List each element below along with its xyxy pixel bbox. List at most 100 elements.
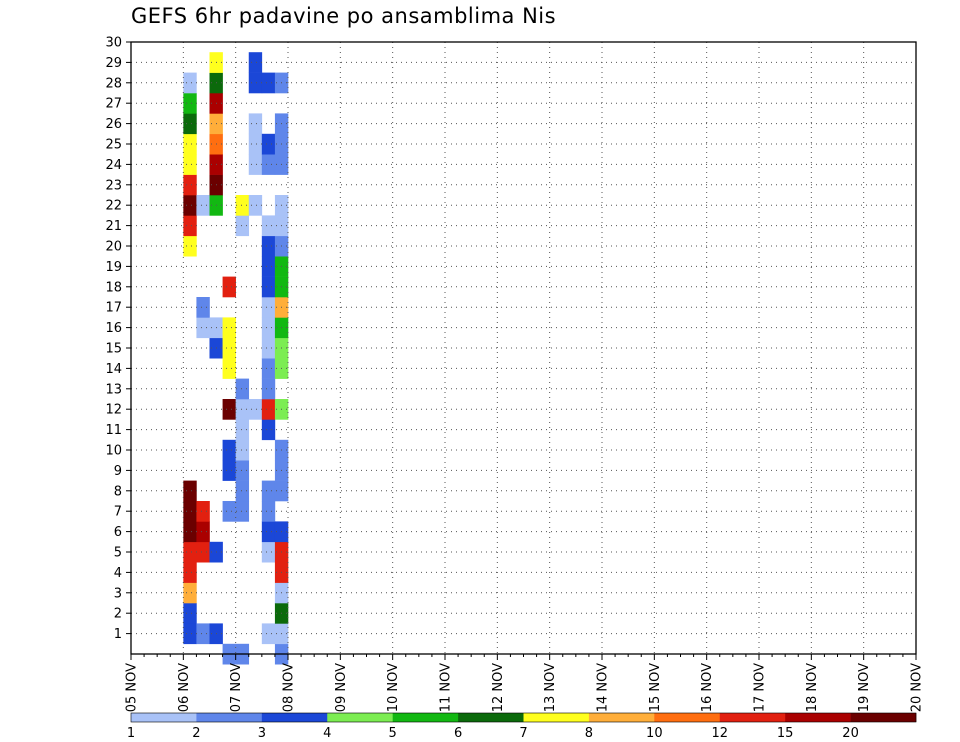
colorbar-label: 12 — [711, 726, 728, 741]
heatmap-cell — [196, 541, 210, 563]
x-tick-label: 16 NOV — [700, 663, 715, 712]
x-tick-label: 05 NOV — [125, 663, 140, 712]
heatmap-cell — [196, 521, 210, 543]
heatmap-cell — [261, 501, 276, 522]
heatmap-cell — [235, 378, 250, 400]
y-tick-label: 30 — [105, 36, 122, 51]
heatmap-cell — [196, 501, 210, 522]
x-tick-label: 07 NOV — [229, 663, 244, 712]
colorbar-label: 6 — [454, 726, 462, 741]
heatmap-cell — [261, 541, 276, 563]
y-tick-label: 8 — [114, 484, 122, 499]
heatmap-cell — [261, 623, 276, 645]
colorbar-segment — [785, 713, 851, 722]
heatmap-cell — [183, 501, 197, 522]
heatmap-cell — [183, 541, 197, 563]
colorbar-segment — [196, 713, 263, 722]
heatmap-cell — [183, 72, 197, 94]
colorbar-segment — [719, 713, 786, 722]
y-tick-label: 21 — [105, 219, 122, 234]
colorbar-segment — [850, 713, 917, 722]
heatmap-cell — [222, 317, 236, 339]
colorbar-label: 8 — [585, 726, 593, 741]
heatmap-cell — [196, 623, 210, 645]
y-tick-label: 19 — [105, 260, 122, 275]
heatmap-cell — [183, 215, 197, 237]
x-tick-label: 10 NOV — [386, 663, 401, 712]
y-tick-label: 18 — [105, 280, 122, 295]
y-tick-label: 2 — [114, 607, 122, 622]
heatmap-cell — [248, 399, 263, 420]
heatmap-cell — [261, 256, 276, 277]
colorbar-label: 4 — [323, 726, 331, 741]
y-tick-label: 25 — [105, 138, 122, 153]
heatmap-cell — [261, 317, 276, 339]
x-tick-label: 15 NOV — [648, 663, 663, 712]
y-tick-label: 9 — [114, 464, 122, 479]
heatmap-cell — [235, 439, 250, 461]
colorbar-segment — [588, 713, 655, 722]
y-tick-label: 16 — [105, 321, 122, 336]
x-tick-label: 14 NOV — [596, 663, 611, 712]
heatmap-cell — [235, 480, 250, 502]
colorbar-segment — [131, 713, 197, 722]
heatmap-cell — [183, 113, 197, 135]
heatmap-cell — [222, 399, 236, 420]
heatmap-cell — [183, 480, 197, 502]
heatmap-cell — [248, 113, 263, 135]
heatmap-cell — [222, 439, 236, 461]
y-tick-label: 11 — [105, 423, 122, 438]
y-tick-label: 15 — [105, 342, 122, 357]
y-tick-label: 26 — [105, 117, 122, 132]
heatmap-cell — [222, 337, 236, 359]
heatmap-cell — [183, 603, 197, 624]
heatmap-cell — [222, 276, 236, 298]
heatmap-cell — [248, 72, 263, 94]
heatmap-cell — [261, 133, 276, 155]
colorbar-segment — [654, 713, 721, 722]
colorbar-label: 2 — [192, 726, 200, 741]
x-tick-label: 19 NOV — [857, 663, 872, 712]
x-tick-label: 08 NOV — [282, 663, 297, 712]
colorbar-label: 5 — [389, 726, 397, 741]
y-tick-label: 23 — [105, 178, 122, 193]
colorbar-label: 10 — [646, 726, 663, 741]
y-tick-label: 12 — [105, 403, 122, 418]
y-tick-label: 29 — [105, 56, 122, 71]
heatmap-cell — [222, 501, 236, 522]
colorbar-segment — [261, 713, 328, 722]
heatmap-cell — [183, 93, 197, 114]
chart-title: GEFS 6hr padavine po ansamblima Nis — [131, 4, 557, 28]
colorbar-label: 15 — [777, 726, 794, 741]
heatmap-cell — [183, 174, 197, 196]
heatmap-cell — [183, 133, 197, 155]
heatmap-cell — [196, 317, 210, 339]
y-tick-label: 13 — [105, 382, 122, 397]
x-tick-label: 12 NOV — [491, 663, 506, 712]
heatmap-cell — [248, 133, 263, 155]
colorbar-segment — [523, 713, 590, 722]
heatmap-cell — [183, 195, 197, 216]
heatmap-cell — [235, 419, 250, 441]
colorbar-label: 3 — [258, 726, 266, 741]
heatmap-cell — [235, 501, 250, 522]
x-tick-label: 09 NOV — [334, 663, 349, 712]
x-tick-label: 06 NOV — [177, 663, 192, 712]
heatmap-cell — [261, 72, 276, 94]
heatmap-cell — [183, 154, 197, 175]
heatmap-cell — [261, 276, 276, 298]
y-tick-label: 10 — [105, 444, 122, 459]
heatmap-cell — [248, 195, 263, 216]
y-tick-label: 5 — [114, 546, 122, 561]
y-tick-label: 17 — [105, 301, 122, 316]
y-tick-label: 24 — [105, 158, 122, 173]
colorbar-label: 20 — [842, 726, 859, 741]
heatmap-cell — [183, 235, 197, 257]
x-tick-label: 20 NOV — [910, 663, 925, 712]
heatmap-cell — [261, 215, 276, 237]
heatmap-cell — [261, 480, 276, 502]
heatmap-cell — [248, 154, 263, 175]
heatmap-cell — [183, 562, 197, 583]
heatmap-cell — [261, 358, 276, 379]
